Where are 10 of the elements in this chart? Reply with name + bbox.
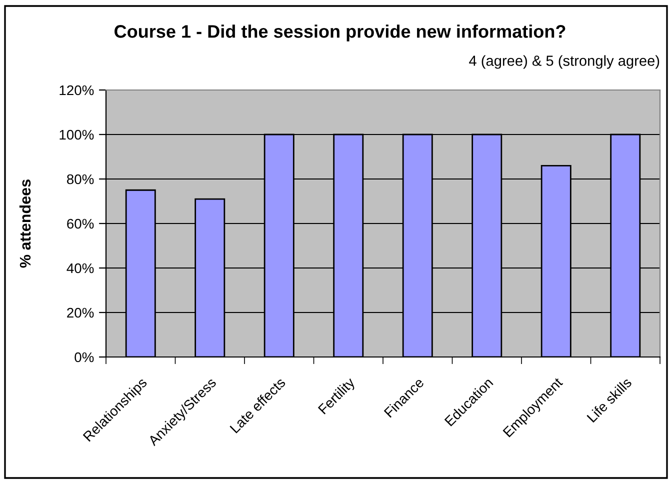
y-tick-label: 0% — [74, 352, 94, 362]
y-tick-label: 20% — [67, 308, 94, 318]
y-tick-label: 80% — [67, 174, 94, 184]
y-tick-label: 100% — [60, 130, 94, 140]
y-tick-label: 40% — [66, 263, 94, 274]
chart-subtitle: 4 (agree) & 5 (strongly agree) — [469, 55, 660, 69]
y-axis-title: % attendees — [19, 180, 31, 268]
y-tick-label: 60% — [67, 218, 94, 229]
y-tick-label: 120% — [60, 85, 94, 96]
chart-title: Course 1 - Did the session provide new information? — [114, 24, 566, 42]
